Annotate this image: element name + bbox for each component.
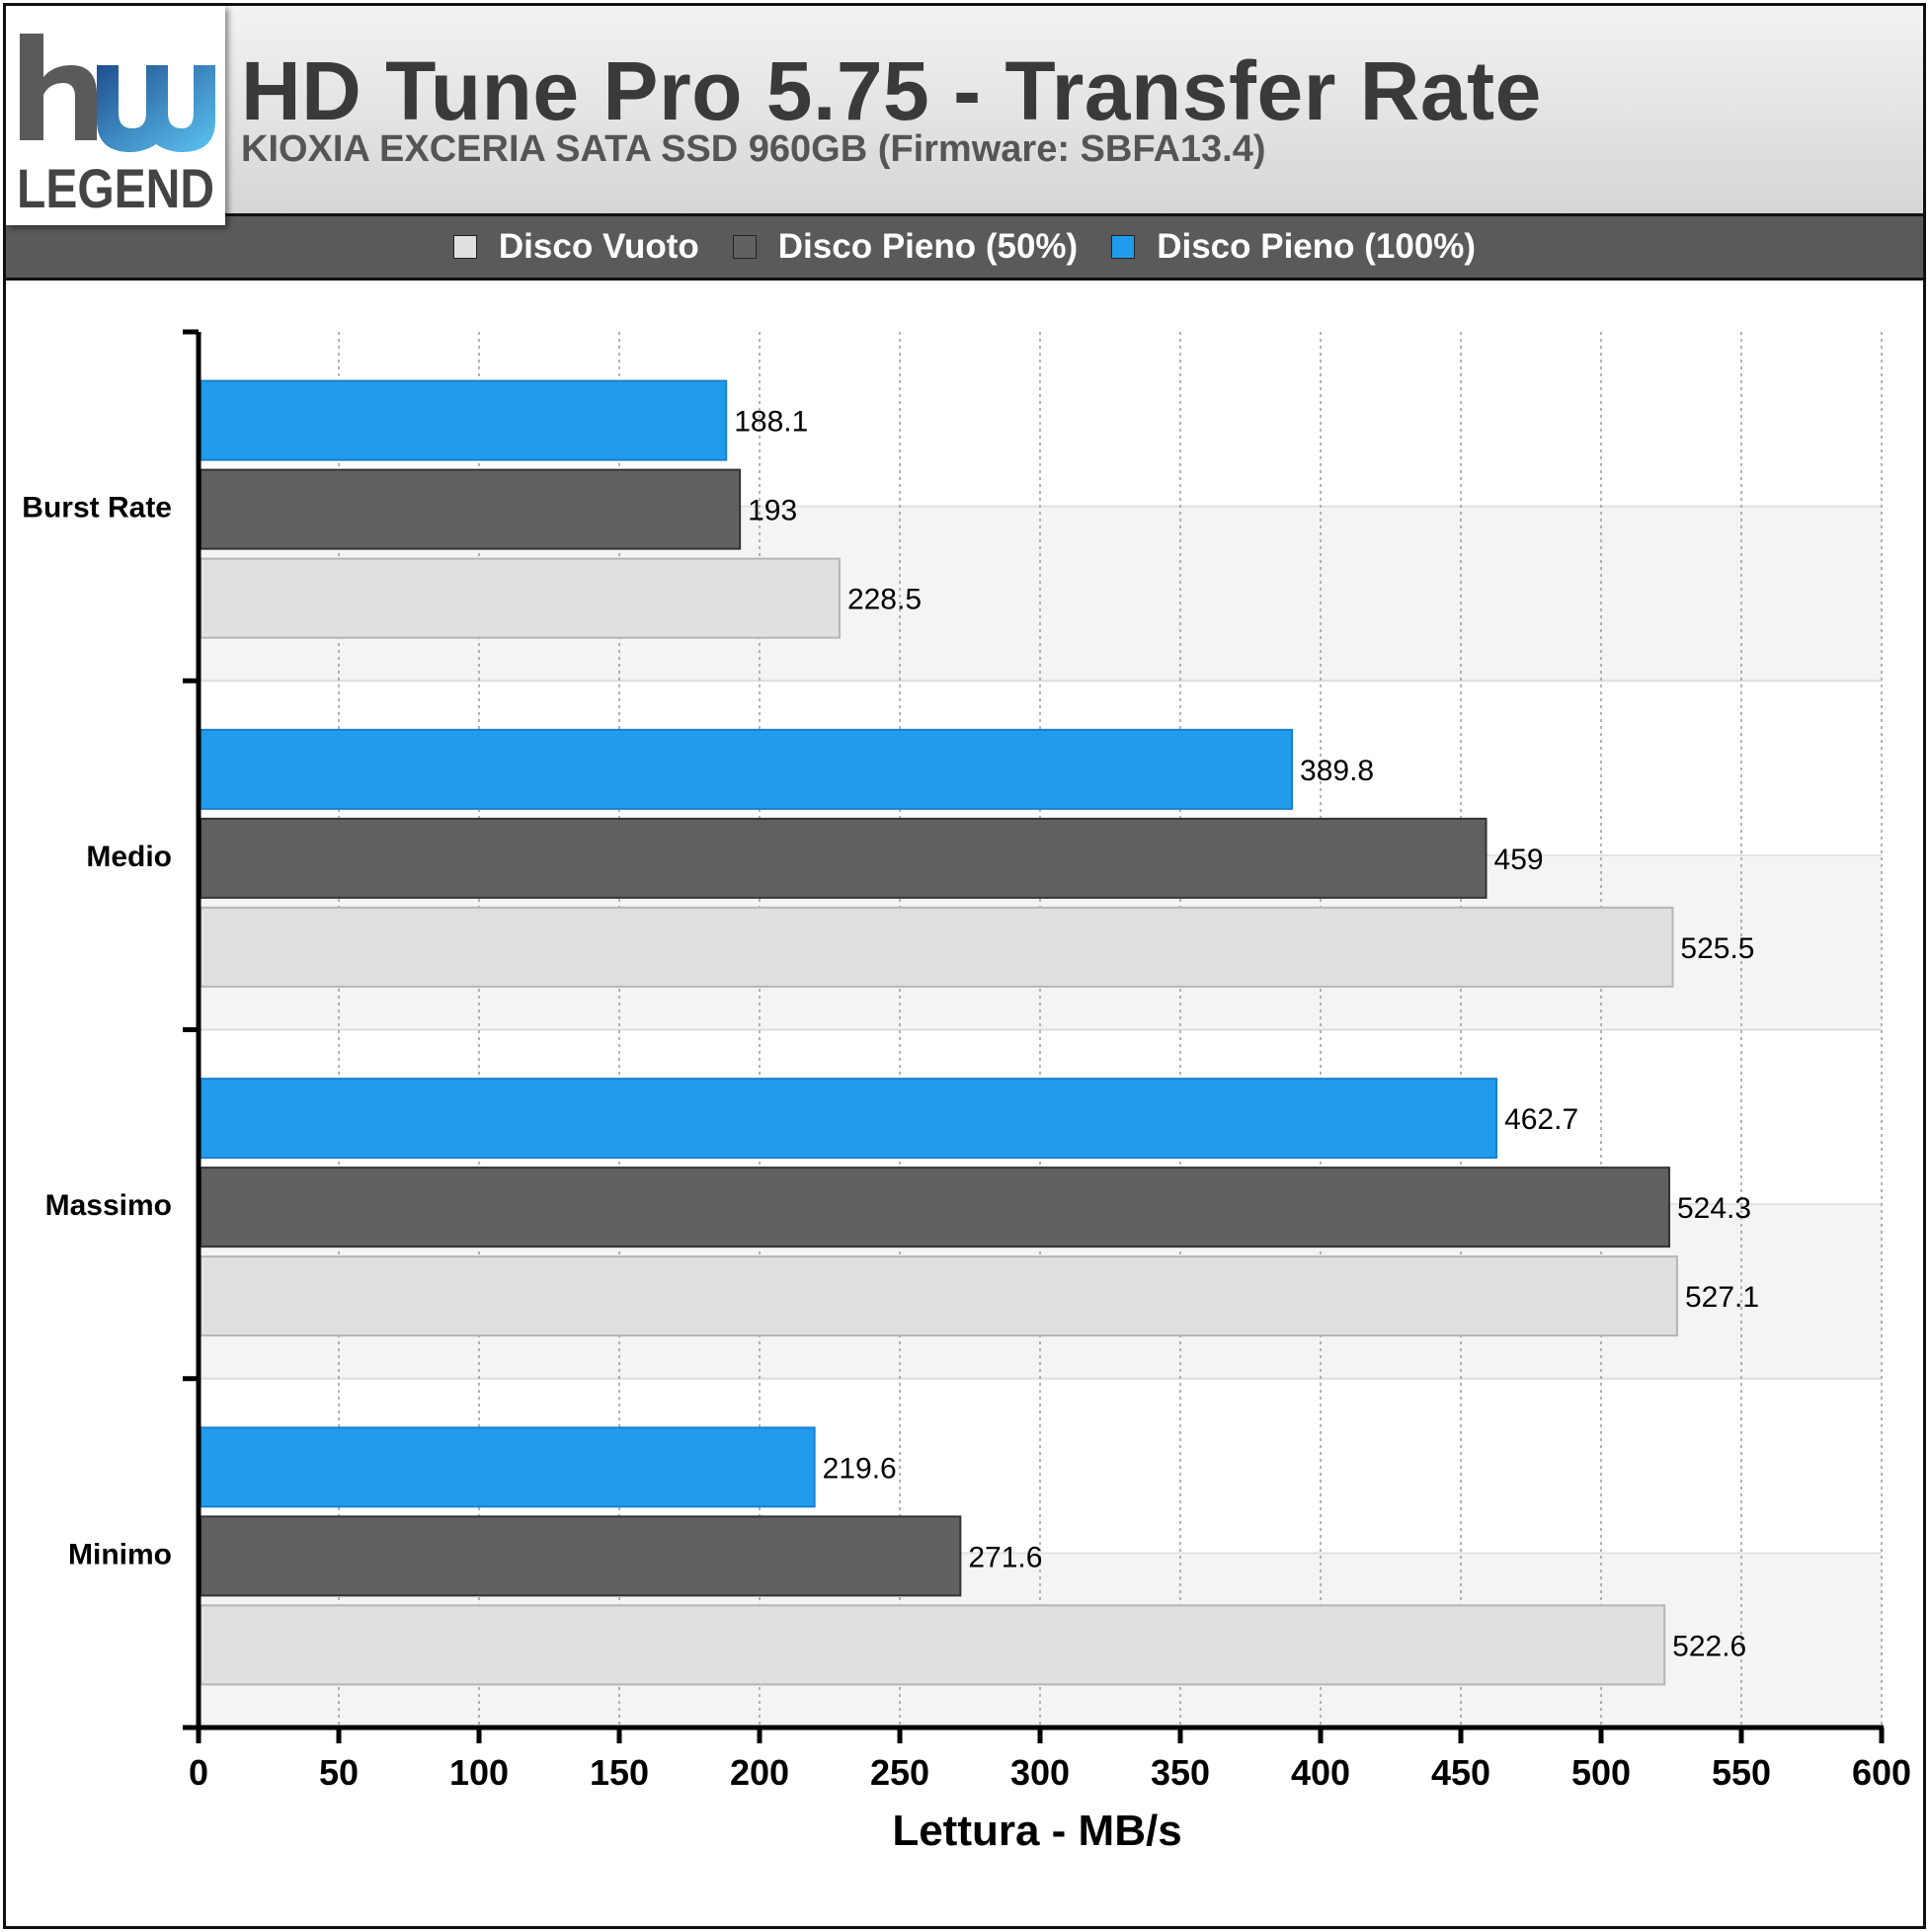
x-tick-label: 600 <box>1852 1752 1911 1793</box>
legend-label: Disco Vuoto <box>498 227 699 266</box>
legend-swatch <box>452 235 477 259</box>
axes <box>183 329 1885 1743</box>
legend-label: Disco Pieno (50%) <box>777 227 1079 266</box>
bar <box>200 817 1487 899</box>
x-tick-label: 550 <box>1712 1752 1771 1793</box>
bars <box>200 379 1678 1686</box>
x-tick-label: 350 <box>1151 1752 1210 1793</box>
legend-item: Disco Pieno (100%) <box>1111 227 1476 267</box>
data-label: 462.7 <box>1504 1103 1578 1136</box>
legend-bar: Disco Vuoto Disco Pieno (50%) Disco Pieno … <box>6 216 1923 281</box>
bar <box>200 557 841 639</box>
category-label: Massimo <box>45 1189 172 1222</box>
bar <box>200 1515 962 1597</box>
data-label: 193 <box>748 495 797 527</box>
logo-text: LEGEND <box>17 157 214 219</box>
category-label: Minimo <box>68 1538 172 1570</box>
bar <box>200 1255 1678 1337</box>
chart-title: HD Tune Pro 5.75 - Transfer Rate <box>241 44 1542 137</box>
x-tick-label: 400 <box>1291 1752 1350 1793</box>
labels: 188.1 193 228.5 Burst Rate 389.8 459 525.5 Medi… <box>22 406 1911 1793</box>
bar <box>200 1426 816 1508</box>
legend-item: Disco Pieno (50%) <box>732 227 1079 267</box>
x-tick-label: 450 <box>1431 1752 1490 1793</box>
data-label: 389.8 <box>1300 755 1374 787</box>
x-tick-label: 150 <box>590 1752 649 1793</box>
data-label: 459 <box>1494 844 1544 876</box>
bar <box>200 1604 1666 1686</box>
legend-item: Disco Vuoto <box>452 227 699 267</box>
category-label: Burst Rate <box>22 492 172 524</box>
logo-graphic: LEGEND <box>17 34 215 219</box>
chart-legend: Disco Vuoto Disco Pieno (50%) Disco Pieno … <box>6 216 1923 278</box>
x-tick-label: 50 <box>319 1752 359 1793</box>
data-label: 527.1 <box>1685 1281 1759 1314</box>
x-tick-label: 100 <box>449 1752 509 1793</box>
legend-swatch <box>732 235 757 259</box>
legend-label: Disco Pieno (100%) <box>1157 227 1477 266</box>
bar <box>200 379 728 461</box>
data-label: 525.5 <box>1680 932 1754 965</box>
chart-header: HD Tune Pro 5.75 - Transfer Rate KIOXIA … <box>6 6 1923 216</box>
x-tick-label: 0 <box>189 1752 208 1793</box>
bar <box>200 468 742 550</box>
data-label: 228.5 <box>847 584 922 616</box>
bar <box>200 728 1294 810</box>
hwlegend-logo: LEGEND <box>6 6 225 225</box>
data-label: 522.6 <box>1672 1630 1746 1662</box>
bar <box>200 1078 1498 1160</box>
chart-subtitle: KIOXIA EXCERIA SATA SSD 960GB (Firmware:… <box>241 128 1266 170</box>
category-label: Medio <box>86 841 172 873</box>
data-label: 271.6 <box>968 1541 1042 1573</box>
x-tick-label: 300 <box>1010 1752 1070 1793</box>
x-axis-title: Lettura - MB/s <box>892 1807 1181 1855</box>
x-tick-label: 250 <box>870 1752 929 1793</box>
data-label: 524.3 <box>1677 1192 1751 1225</box>
x-tick-label: 500 <box>1571 1752 1631 1793</box>
data-label: 188.1 <box>734 406 808 439</box>
bar <box>200 906 1674 988</box>
x-tick-label: 200 <box>730 1752 789 1793</box>
bar <box>200 1167 1671 1248</box>
legend-swatch <box>1111 235 1136 259</box>
data-label: 219.6 <box>823 1452 897 1485</box>
